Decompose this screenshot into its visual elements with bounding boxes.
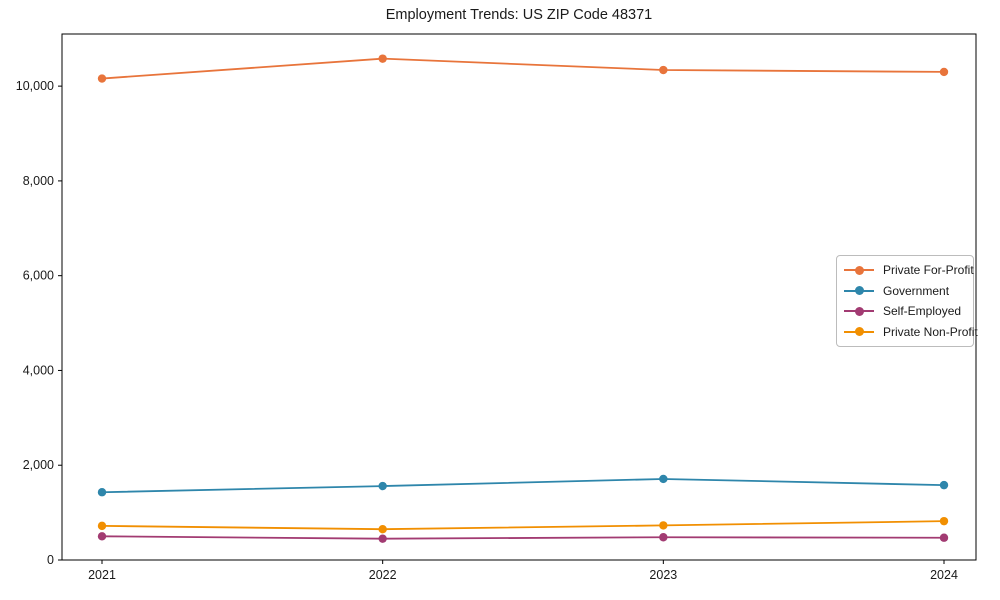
y-tick-label: 8,000: [23, 174, 54, 188]
plot-spines: [61, 33, 977, 561]
legend-label: Private Non-Profit: [883, 324, 978, 339]
y-tick-label: 0: [47, 553, 54, 567]
legend-label: Private For-Profit: [883, 263, 974, 278]
x-tick-label: 2022: [369, 568, 397, 582]
y-tick-label: 4,000: [23, 363, 54, 377]
y-tick-label: 10,000: [16, 79, 54, 93]
data-point: [659, 533, 668, 542]
y-tick-label: 6,000: [23, 269, 54, 283]
data-point: [97, 532, 107, 541]
x-tick-label: 2024: [930, 568, 958, 582]
legend: Private For-Profit Government Self-Employe…: [836, 255, 978, 347]
data-point: [659, 521, 668, 530]
data-point: [378, 534, 387, 543]
data-point: [939, 67, 949, 77]
y-tick-label: 2,000: [23, 458, 54, 472]
data-point: [378, 481, 387, 491]
legend-item: Self-Employed: [844, 301, 967, 321]
data-point: [97, 74, 107, 83]
legend-item: Government: [844, 281, 967, 301]
legend-marker-icon: [844, 306, 874, 316]
legend-marker-icon: [844, 327, 874, 337]
data-point: [378, 524, 387, 534]
series-line: [101, 520, 945, 531]
series-line: [101, 57, 945, 80]
data-point: [939, 533, 949, 542]
legend-item: Private Non-Profit: [844, 322, 978, 342]
data-point: [939, 480, 949, 490]
series-line: [101, 478, 945, 494]
data-point: [97, 488, 107, 497]
data-point: [939, 516, 949, 526]
x-tick-label: 2023: [649, 568, 677, 582]
legend-label: Government: [883, 283, 950, 298]
x-tick-label: 2021: [88, 568, 116, 582]
legend-marker-icon: [844, 265, 874, 275]
series-line: [101, 535, 945, 540]
data-point: [378, 54, 387, 63]
data-point: [659, 65, 668, 75]
chart-title: Employment Trends: US ZIP Code 48371: [385, 7, 653, 23]
data-point: [97, 521, 107, 531]
legend-label: Self-Employed: [883, 304, 962, 319]
legend-marker-icon: [844, 286, 874, 296]
legend-item: Private For-Profit: [844, 260, 974, 280]
data-point: [659, 474, 668, 484]
